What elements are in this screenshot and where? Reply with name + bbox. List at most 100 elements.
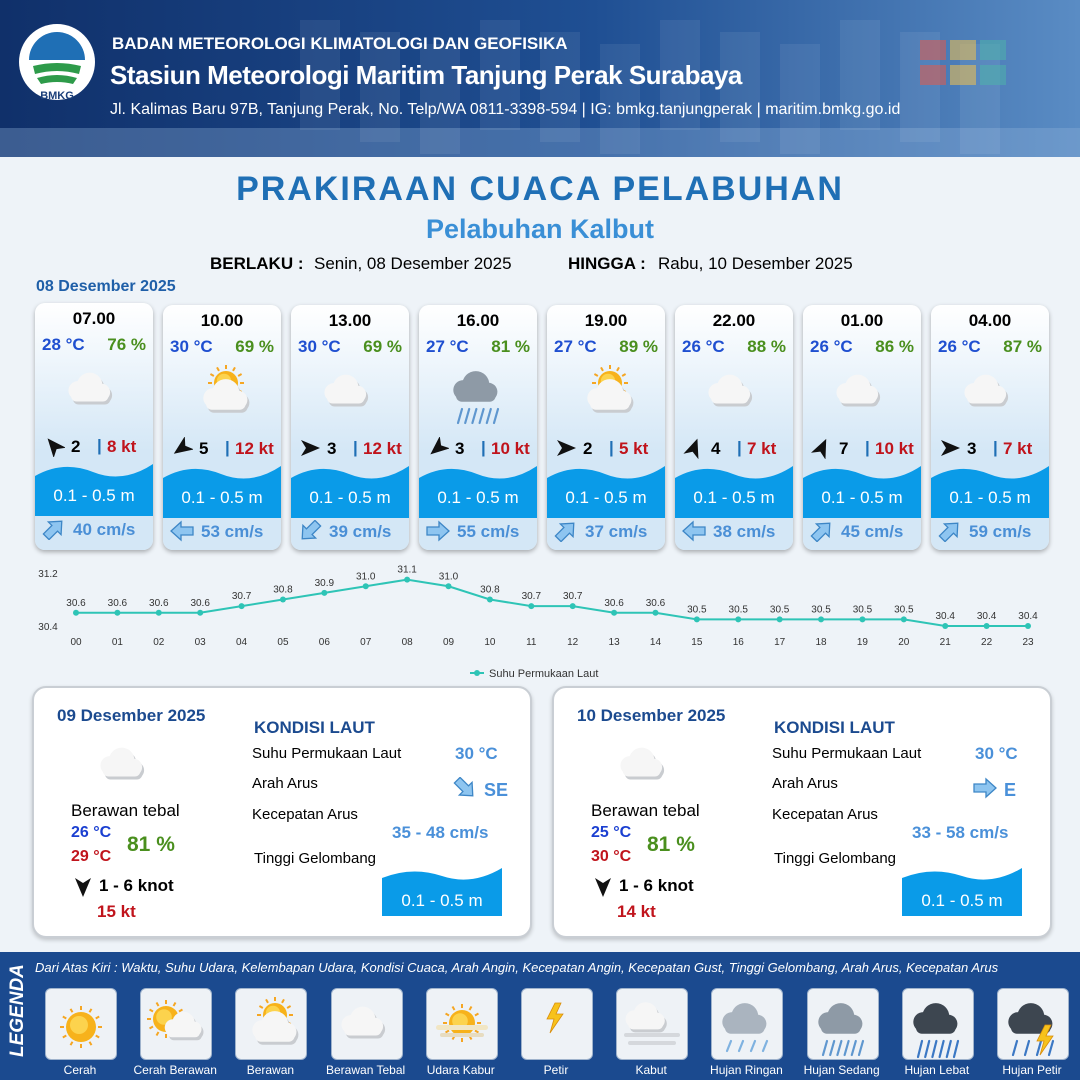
day-wind-arrow [595,878,611,897]
day-panel: 09 Desember 2025 Berawan tebal 26 °C 29 °C 8… [32,686,532,938]
icon-line [485,407,492,425]
x-tick-label: 16 [733,637,745,648]
sea-sst-label: Suhu Permukaan Laut [772,745,922,762]
x-tick-label: 12 [567,637,579,648]
icon-rect [980,40,1006,60]
x-tick-label: 13 [609,637,621,648]
sst-value-label: 30.8 [273,585,293,596]
sst-point [693,616,700,623]
icon-line [178,1008,184,1013]
icon-rect [624,1033,681,1037]
icon-circle [451,1013,468,1029]
sea-sst-label: Suhu Permukaan Laut [252,745,402,762]
icon-path [938,522,959,542]
sst-point [362,583,369,590]
icon-line [95,1034,100,1039]
wave [547,466,665,518]
legend-item-label: Berawan [246,1063,295,1077]
icon-line [938,1039,945,1059]
day-humidity: 81 % [127,833,175,856]
legend-item [711,988,784,1060]
wave [291,466,409,518]
sea-current-speed-label: Kecepatan Arus [252,806,358,823]
icon-g [938,522,959,542]
sst-line [76,578,1028,627]
current-speed: 53 cm/s [201,522,264,541]
day-wind-arrow [75,878,91,897]
icon-rect [167,1027,201,1038]
x-tick-label: 04 [236,637,248,648]
valid-from: Senin, 08 Desember 2025 [314,254,512,273]
icon-line [726,1039,733,1053]
x-tick-label: 14 [650,637,662,648]
icon-g [973,777,997,799]
icon-rect [915,1022,956,1034]
forecast-time: 10.00 [200,311,244,330]
icon-g [301,440,320,456]
x-tick-label: 03 [195,637,207,648]
icon-g [587,379,632,410]
icon-line [478,407,485,425]
icon-g [301,520,322,540]
icon-g [426,520,450,542]
icon-line [945,1039,952,1059]
icon-path [1036,1024,1054,1056]
icon-rect [628,1041,677,1045]
icon-line [209,373,215,377]
x-tick-label: 15 [691,637,703,648]
sea-heading: KONDISI LAUT [774,718,895,737]
x-tick-label: 07 [360,637,372,648]
legend-item-label: Petir [543,1063,569,1077]
separator: | [609,438,614,457]
icon-line [616,366,620,372]
sst-point [114,609,121,616]
sea-current-dir: E [1004,780,1017,800]
legend-icon [624,1002,681,1045]
sst-point [404,576,411,583]
icon-g [75,878,91,897]
icon-rect [820,1022,861,1034]
forecast-time: 07.00 [72,309,116,328]
sea-sst: 30 °C [455,744,498,763]
icon-g [817,1003,862,1034]
sea-sst: 30 °C [975,744,1018,763]
sst-value-label: 30.5 [894,604,914,615]
wave [35,464,153,516]
gust: 5 kt [619,439,649,458]
icon-path [931,466,1049,518]
icon-path [682,520,706,542]
icon-rect [920,40,946,60]
weather-icon [964,374,1009,407]
icon-g [625,1002,665,1030]
sst-point [445,583,452,590]
gust: 12 kt [235,439,274,458]
icon-g [100,747,143,777]
sst-point [776,616,783,623]
icon-rect [103,765,141,777]
sea-current-dir-label: Arah Arus [252,775,318,792]
x-tick-label: 05 [277,637,289,648]
x-tick-label: 08 [402,637,414,648]
gust: 12 kt [363,439,402,458]
icon-line [916,1039,923,1059]
sst-point [528,603,535,610]
current-speed: 59 cm/s [969,522,1032,541]
legend-item [330,988,403,1060]
gust: 10 kt [875,439,914,458]
current-arrow [42,520,63,540]
sst-point [1025,623,1031,629]
forecast-humidity: 88 % [747,337,786,356]
icon-line [444,1029,450,1034]
icon-path [75,878,91,897]
icon-line [149,1008,154,1013]
icon-line [857,1039,864,1057]
forecast-humidity: 76 % [107,335,146,354]
weather-icon [708,374,753,407]
sst-point [735,616,742,623]
legend-icon [147,1000,204,1041]
icon-line [931,1039,938,1059]
title: PRAKIRAAN CUACA PELABUHAN [236,170,844,208]
sea-current-arrow [453,777,474,797]
wave [931,466,1049,518]
